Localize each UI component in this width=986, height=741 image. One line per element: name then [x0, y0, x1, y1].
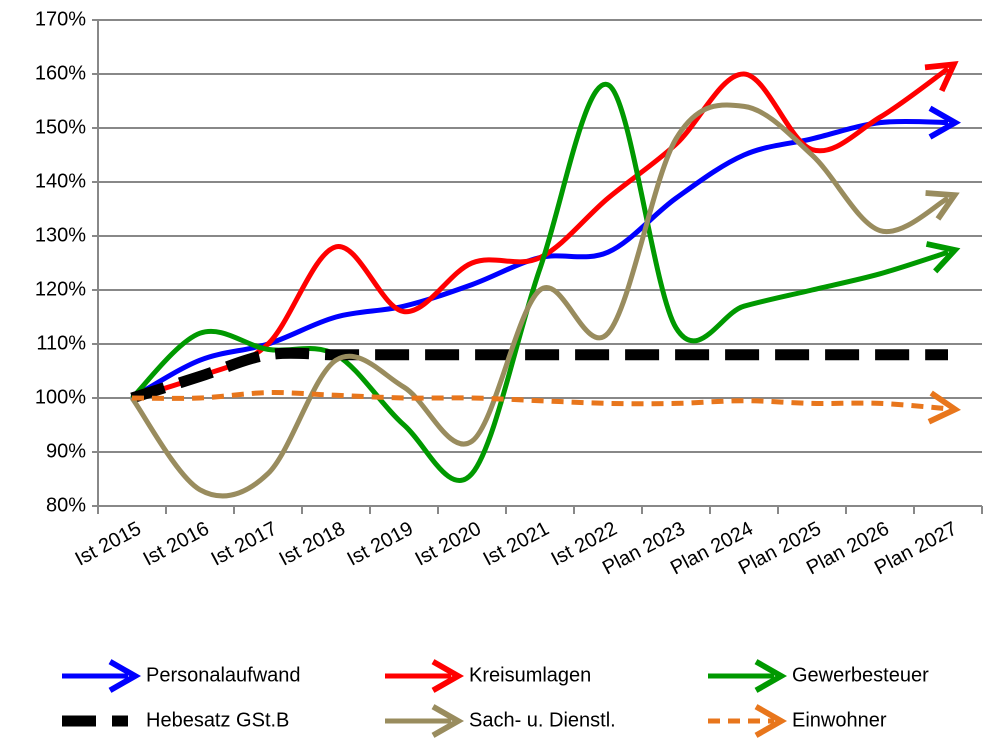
y-tick-label: 150%	[35, 116, 86, 138]
legend-label: Sach- u. Dienstl.	[469, 709, 616, 731]
series-line	[129, 102, 960, 499]
x-tick-label: Ist 2015	[72, 518, 145, 571]
y-tick-label: 80%	[46, 494, 86, 516]
y-tick-label: 100%	[35, 386, 86, 408]
series-line	[130, 347, 948, 404]
legend-label: Gewerbesteuer	[792, 664, 929, 686]
x-tick-label: Ist 2016	[140, 518, 213, 571]
x-tick-label: Ist 2017	[208, 518, 281, 571]
y-tick-label: 120%	[35, 278, 86, 300]
legend-label: Hebesatz GSt.B	[146, 709, 289, 731]
series-line	[131, 61, 959, 401]
x-tick-label: Ist 2019	[344, 518, 417, 571]
legend-label: Personalaufwand	[146, 664, 301, 686]
y-tick-label: 140%	[35, 170, 86, 192]
x-tick-label: Ist 2018	[276, 518, 349, 571]
x-tick-label: Ist 2020	[412, 518, 485, 571]
y-tick-label: 110%	[36, 332, 86, 354]
y-tick-label: 170%	[35, 8, 86, 30]
y-tick-label: 130%	[35, 224, 86, 246]
legend-label: Kreisumlagen	[469, 664, 591, 686]
y-tick-label: 90%	[46, 440, 86, 462]
legend-label: Einwohner	[792, 709, 887, 731]
y-tick-label: 160%	[35, 62, 86, 84]
series-line	[131, 390, 961, 425]
x-tick-label: Ist 2021	[480, 518, 553, 571]
series-line	[130, 82, 961, 483]
